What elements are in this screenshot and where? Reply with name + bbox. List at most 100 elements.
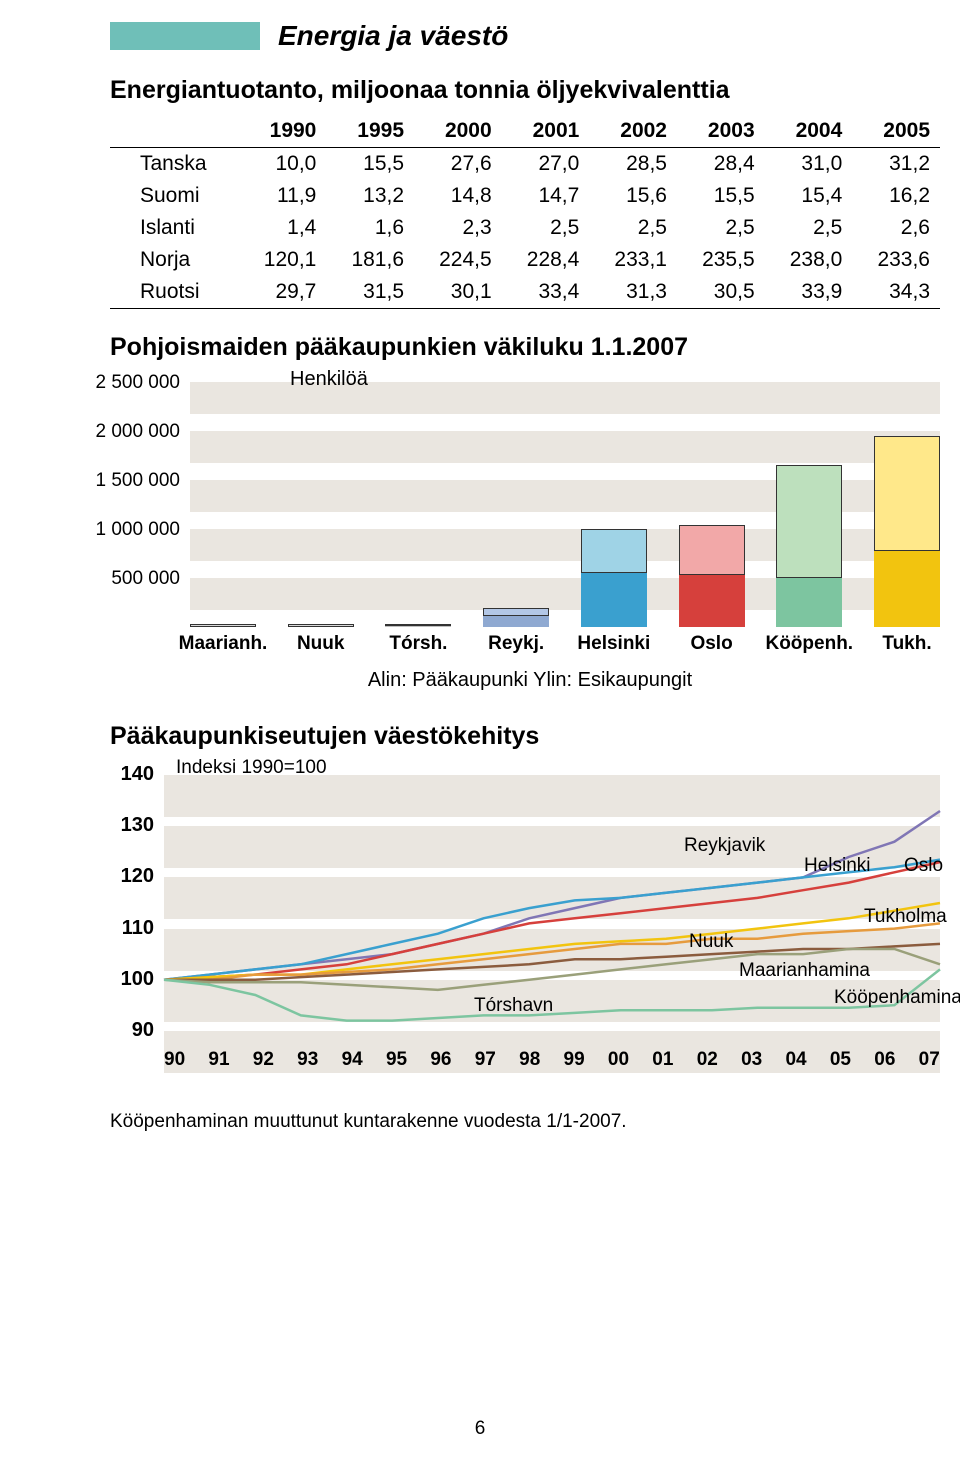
bar-label: Nuuk bbox=[297, 633, 345, 655]
y-tick-label: 140 bbox=[94, 763, 154, 786]
accent-box bbox=[110, 22, 260, 50]
col-header: 2000 bbox=[414, 115, 502, 148]
cell: 2,5 bbox=[765, 212, 853, 244]
row-label: Ruotsi bbox=[110, 276, 239, 309]
cell: 31,0 bbox=[765, 148, 853, 181]
bar-inner bbox=[776, 577, 842, 627]
bar-label: Maarianh. bbox=[179, 633, 268, 655]
cell: 31,3 bbox=[589, 276, 677, 309]
table-row: Islanti1,41,62,32,52,52,52,52,6 bbox=[110, 212, 940, 244]
cell: 31,2 bbox=[852, 148, 940, 181]
y-tick-label: 90 bbox=[94, 1019, 154, 1042]
x-tick-label: 94 bbox=[342, 1049, 363, 1071]
col-header: 1990 bbox=[239, 115, 327, 148]
cell: 31,5 bbox=[326, 276, 414, 309]
cell: 1,6 bbox=[326, 212, 414, 244]
x-tick-label: 90 bbox=[164, 1049, 185, 1071]
cell: 27,6 bbox=[414, 148, 502, 181]
bar-label: Oslo bbox=[690, 633, 732, 655]
cell: 33,4 bbox=[502, 276, 590, 309]
cell: 2,3 bbox=[414, 212, 502, 244]
bar-inner bbox=[385, 625, 451, 627]
line-reykjavik bbox=[164, 811, 940, 980]
x-tick-label: 98 bbox=[519, 1049, 540, 1071]
bar-inner bbox=[190, 626, 256, 627]
line-label: Oslo bbox=[904, 855, 943, 877]
bar-label: Kööpenh. bbox=[765, 633, 853, 655]
bar-group: Tórsh. bbox=[385, 372, 451, 627]
row-label: Islanti bbox=[110, 212, 239, 244]
table-row: Suomi11,913,214,814,715,615,515,416,2 bbox=[110, 180, 940, 212]
barchart-title: Pohjoismaiden pääkaupunkien väkiluku 1.1… bbox=[110, 333, 910, 362]
cell: 30,5 bbox=[677, 276, 765, 309]
cell: 30,1 bbox=[414, 276, 502, 309]
line-label: Tórshavn bbox=[474, 995, 553, 1017]
energy-table: 19901995200020012002200320042005 Tanska1… bbox=[110, 115, 940, 309]
x-tick-label: 93 bbox=[297, 1049, 318, 1071]
bar-group: Oslo bbox=[679, 372, 745, 627]
page-number: 6 bbox=[475, 1418, 486, 1440]
bar-label: Reykj. bbox=[488, 633, 544, 655]
x-tick-label: 04 bbox=[785, 1049, 806, 1071]
cell: 120,1 bbox=[239, 244, 327, 276]
cell: 181,6 bbox=[326, 244, 414, 276]
table-title: Energiantuotanto, miljoonaa tonnia öljye… bbox=[110, 76, 910, 105]
x-tick-label: 05 bbox=[830, 1049, 851, 1071]
population-linechart: Indeksi 1990=100 90919293949596979899000… bbox=[110, 761, 940, 1091]
bar-group: Kööpenh. bbox=[776, 372, 842, 627]
cell: 13,2 bbox=[326, 180, 414, 212]
y-tick-label: 1 000 000 bbox=[70, 519, 180, 541]
cell: 14,7 bbox=[502, 180, 590, 212]
bar-group: Helsinki bbox=[581, 372, 647, 627]
x-tick-label: 01 bbox=[652, 1049, 673, 1071]
col-header: 2005 bbox=[852, 115, 940, 148]
y-tick-label: 1 500 000 bbox=[70, 470, 180, 492]
x-tick-label: 96 bbox=[430, 1049, 451, 1071]
footnote: Kööpenhaminan muuttunut kuntarakenne vuo… bbox=[110, 1111, 910, 1133]
cell: 15,5 bbox=[677, 180, 765, 212]
cell: 224,5 bbox=[414, 244, 502, 276]
cell: 34,3 bbox=[852, 276, 940, 309]
col-header: 2003 bbox=[677, 115, 765, 148]
bar-inner bbox=[288, 626, 354, 627]
bar-group: Reykj. bbox=[483, 372, 549, 627]
x-tick-label: 97 bbox=[475, 1049, 496, 1071]
cell: 10,0 bbox=[239, 148, 327, 181]
bar-group: Tukh. bbox=[874, 372, 940, 627]
cell: 2,5 bbox=[677, 212, 765, 244]
x-tick-label: 92 bbox=[253, 1049, 274, 1071]
barchart-caption: Alin: Pääkaupunki Ylin: Esikaupungit bbox=[120, 669, 940, 692]
cell: 238,0 bbox=[765, 244, 853, 276]
row-label: Norja bbox=[110, 244, 239, 276]
col-header: 2004 bbox=[765, 115, 853, 148]
line-label: Nuuk bbox=[689, 931, 733, 953]
linechart-title: Pääkaupunkiseutujen väestökehitys bbox=[110, 722, 910, 751]
line-label: Kööpenhamina bbox=[834, 987, 960, 1009]
y-tick-label: 2 500 000 bbox=[70, 372, 180, 394]
x-tick-label: 07 bbox=[919, 1049, 940, 1071]
cell: 33,9 bbox=[765, 276, 853, 309]
bar-label: Tukh. bbox=[882, 633, 931, 655]
x-tick-label: 02 bbox=[697, 1049, 718, 1071]
cell: 16,2 bbox=[852, 180, 940, 212]
cell: 28,4 bbox=[677, 148, 765, 181]
y-tick-label: 110 bbox=[94, 917, 154, 940]
cell: 29,7 bbox=[239, 276, 327, 309]
cell: 2,5 bbox=[589, 212, 677, 244]
bar-inner bbox=[581, 572, 647, 627]
cell: 228,4 bbox=[502, 244, 590, 276]
table-row: Norja120,1181,6224,5228,4233,1235,5238,0… bbox=[110, 244, 940, 276]
row-label: Tanska bbox=[110, 148, 239, 181]
y-tick-label: 120 bbox=[94, 865, 154, 888]
col-header: 1995 bbox=[326, 115, 414, 148]
x-tick-label: 06 bbox=[874, 1049, 895, 1071]
y-tick-label: 2 000 000 bbox=[70, 421, 180, 443]
y-tick-label: 100 bbox=[94, 968, 154, 991]
bar-group: Nuuk bbox=[288, 372, 354, 627]
cell: 14,8 bbox=[414, 180, 502, 212]
cell: 15,5 bbox=[326, 148, 414, 181]
bar-label: Tórsh. bbox=[389, 633, 447, 655]
x-tick-label: 99 bbox=[564, 1049, 585, 1071]
line-label: Reykjavik bbox=[684, 835, 765, 857]
cell: 233,6 bbox=[852, 244, 940, 276]
